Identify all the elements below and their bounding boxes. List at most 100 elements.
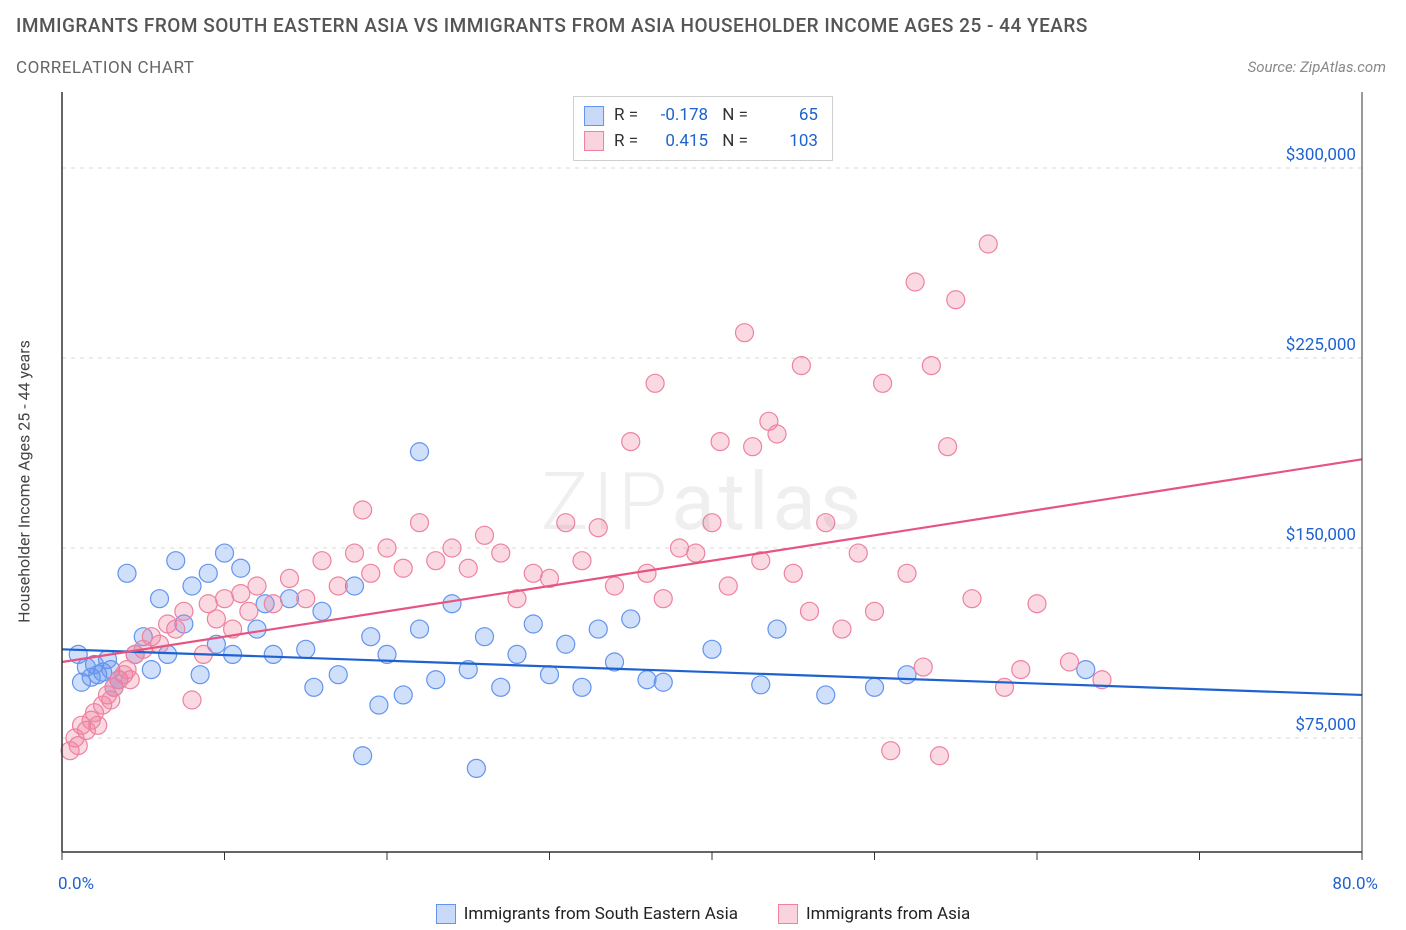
scatter-point <box>622 433 640 451</box>
scatter-point <box>1077 661 1095 679</box>
scatter-point <box>589 519 607 537</box>
scatter-point <box>297 640 315 658</box>
scatter-point <box>557 635 575 653</box>
scatter-point <box>1012 661 1030 679</box>
chart-container: Householder Income Ages 25 - 44 years $7… <box>14 92 1392 912</box>
scatter-point <box>792 357 810 375</box>
scatter-point <box>922 357 940 375</box>
scatter-point <box>346 577 364 595</box>
scatter-point <box>183 691 201 709</box>
scatter-point <box>354 747 372 765</box>
scatter-point <box>573 552 591 570</box>
swatch-icon <box>584 131 604 151</box>
scatter-point <box>898 564 916 582</box>
scatter-point <box>931 747 949 765</box>
scatter-point <box>467 759 485 777</box>
scatter-point <box>281 590 299 608</box>
swatch-icon <box>436 904 456 924</box>
legend-stats-row-1: R = 0.415 N = 103 <box>584 129 818 155</box>
scatter-point <box>703 514 721 532</box>
scatter-point <box>281 569 299 587</box>
scatter-point <box>362 564 380 582</box>
scatter-point <box>183 577 201 595</box>
scatter-point <box>882 742 900 760</box>
scatter-point <box>939 438 957 456</box>
scatter-point <box>370 696 388 714</box>
legend-item-label: Immigrants from South Eastern Asia <box>464 904 738 924</box>
scatter-point <box>427 671 445 689</box>
scatter-point <box>232 559 250 577</box>
stat-label: R = <box>614 103 638 129</box>
scatter-point <box>963 590 981 608</box>
stat-n-value: 103 <box>758 129 818 155</box>
scatter-point <box>833 620 851 638</box>
scatter-point <box>329 577 347 595</box>
scatter-point <box>151 635 169 653</box>
stat-r-value: 0.415 <box>648 129 708 155</box>
scatter-point <box>801 602 819 620</box>
scatter-point <box>264 645 282 663</box>
scatter-point <box>906 273 924 291</box>
scatter-point <box>784 564 802 582</box>
scatter-point <box>199 564 217 582</box>
scatter-point <box>394 559 412 577</box>
scatter-point <box>849 544 867 562</box>
scatter-point <box>354 501 372 519</box>
scatter-point <box>427 552 445 570</box>
scatter-point <box>671 539 689 557</box>
scatter-point <box>606 577 624 595</box>
legend-item-0: Immigrants from South Eastern Asia <box>436 904 738 924</box>
scatter-point <box>866 678 884 696</box>
legend-series-box: Immigrants from South Eastern Asia Immig… <box>0 904 1406 924</box>
scatter-point <box>492 678 510 696</box>
scatter-point <box>898 666 916 684</box>
stat-n-value: 65 <box>758 103 818 129</box>
source-label: Source: ZipAtlas.com <box>1248 58 1386 76</box>
x-tick-label: 0.0% <box>58 874 94 894</box>
scatter-point <box>121 671 139 689</box>
legend-item-label: Immigrants from Asia <box>806 904 970 924</box>
scatter-point <box>329 666 347 684</box>
scatter-point <box>622 610 640 628</box>
scatter-point <box>752 676 770 694</box>
scatter-point <box>378 539 396 557</box>
scatter-point <box>524 615 542 633</box>
scatter-point <box>346 544 364 562</box>
y-tick-label: $225,000 <box>1286 335 1356 355</box>
scatter-point <box>874 374 892 392</box>
scatter-point <box>443 595 461 613</box>
scatter-point <box>654 590 672 608</box>
scatter-point <box>476 526 494 544</box>
scatter-chart: $75,000$150,000$225,000$300,000 <box>14 92 1392 912</box>
scatter-point <box>589 620 607 638</box>
scatter-point <box>151 590 169 608</box>
scatter-point <box>687 544 705 562</box>
scatter-point <box>313 602 331 620</box>
scatter-point <box>175 602 193 620</box>
scatter-point <box>362 628 380 646</box>
scatter-point <box>443 539 461 557</box>
scatter-point <box>216 590 234 608</box>
chart-subtitle: CORRELATION CHART <box>16 58 194 78</box>
scatter-point <box>492 544 510 562</box>
scatter-point <box>947 291 965 309</box>
scatter-point <box>768 620 786 638</box>
scatter-point <box>508 645 526 663</box>
scatter-point <box>411 620 429 638</box>
scatter-point <box>459 559 477 577</box>
scatter-point <box>167 552 185 570</box>
scatter-point <box>914 658 932 676</box>
scatter-point <box>297 590 315 608</box>
scatter-point <box>1028 595 1046 613</box>
scatter-point <box>1061 653 1079 671</box>
legend-stats-box: R = -0.178 N = 65 R = 0.415 N = 103 <box>573 96 833 161</box>
scatter-point <box>817 514 835 532</box>
scatter-point <box>476 628 494 646</box>
scatter-point <box>167 620 185 638</box>
scatter-point <box>817 686 835 704</box>
scatter-point <box>557 514 575 532</box>
scatter-point <box>979 235 997 253</box>
scatter-point <box>654 673 672 691</box>
scatter-point <box>768 425 786 443</box>
scatter-point <box>646 374 664 392</box>
